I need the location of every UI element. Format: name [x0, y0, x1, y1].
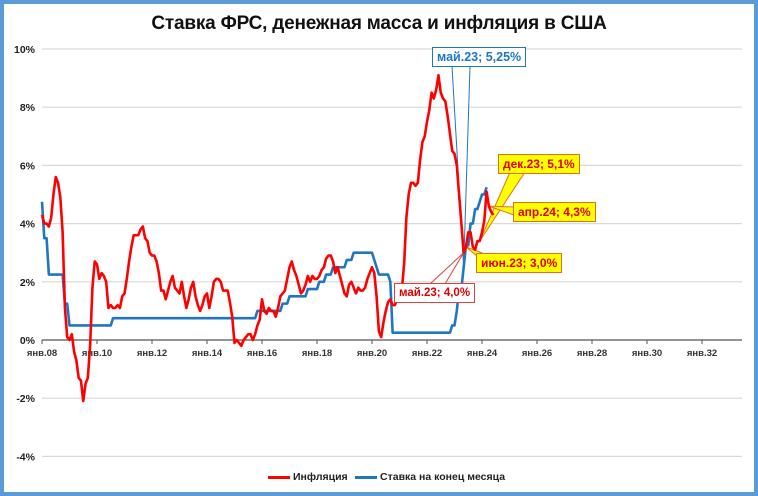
x-tick-label: янв.22	[412, 348, 442, 359]
x-tick-label: янв.32	[687, 348, 717, 359]
y-tick-label: 0%	[20, 335, 36, 347]
y-tick-label: 2%	[20, 277, 36, 289]
y-tick-label: 4%	[20, 219, 36, 231]
gridlines	[42, 48, 742, 457]
leader-infl-may23	[428, 252, 465, 285]
y-tick-label: -4%	[16, 451, 35, 463]
legend: Инфляция Ставка на конец месяца	[0, 469, 758, 485]
legend-rate-label: Ставка на конец месяца	[380, 471, 506, 483]
callout-inflation-may23: май.23; 4,0%	[394, 283, 476, 303]
legend-item-rate: Ставка на конец месяца	[355, 469, 505, 485]
y-tick-label: 10%	[14, 44, 36, 56]
x-tick-label: янв.14	[192, 348, 223, 359]
x-tick-label: янв.12	[137, 348, 167, 359]
x-axis: янв.08 янв.10 янв.12 янв.14 янв.16 янв.18 янв.…	[27, 339, 742, 359]
x-tick-label: янв.30	[632, 348, 662, 359]
x-tick-label: янв.24	[467, 348, 498, 359]
x-tick-label: янв.16	[247, 348, 277, 359]
y-axis-labels: 10% 8% 6% 4% 2% 0% -2% -4%	[14, 44, 36, 463]
x-tick-label: янв.18	[302, 348, 332, 359]
inflation-series-line	[40, 73, 495, 403]
x-tick-label: янв.08	[27, 348, 57, 359]
x-tick-label: янв.10	[82, 348, 112, 359]
legend-item-inflation: Инфляция	[268, 469, 348, 485]
x-tick-label: янв.28	[577, 348, 607, 359]
callout-inflation-dec23: дек.23; 5,1%	[498, 154, 580, 174]
callout-inflation-apr24: апр.24; 4,3%	[513, 202, 596, 222]
y-tick-label: 8%	[20, 102, 36, 114]
legend-rate-swatch	[355, 475, 377, 479]
legend-inflation-label: Инфляция	[293, 471, 348, 483]
callout-inflation-jun23: июн.23; 3,0%	[476, 253, 563, 273]
y-tick-label: -2%	[16, 393, 35, 405]
x-tick-label: янв.26	[522, 348, 552, 359]
y-tick-label: 6%	[20, 160, 36, 172]
x-tick-label: янв.20	[357, 348, 387, 359]
chart-title: Ставка ФРС, денежная масса и инфляция в …	[151, 13, 607, 34]
callout-rate-may23: май.23; 5,25%	[432, 47, 527, 67]
legend-inflation-swatch	[268, 475, 290, 479]
